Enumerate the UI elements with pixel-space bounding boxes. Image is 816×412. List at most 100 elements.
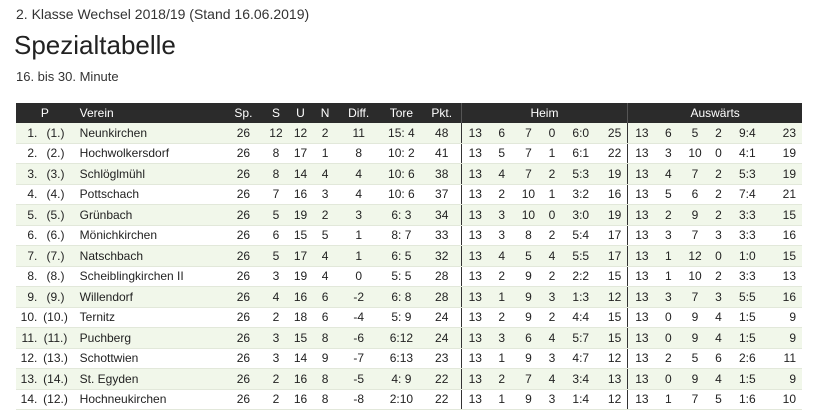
- cell-away-wins: 0: [655, 368, 682, 390]
- cell-losses: 9: [312, 348, 338, 369]
- table-row: 7. (7.) Natschbach 26 5 17 4 1 6: 5 32 13 4 5 4 5:5 17 1…: [16, 245, 802, 267]
- cell-draws: 17: [288, 143, 313, 164]
- cell-diff: 4: [337, 184, 381, 205]
- cell-goals: 6: 5: [380, 245, 423, 267]
- cell-away-goals: 1:5: [728, 368, 767, 390]
- cell-home-losses: 1: [542, 184, 562, 205]
- cell-position: 4.: [16, 184, 38, 205]
- cell-home-played: 13: [460, 143, 489, 164]
- cell-away-wins: 6: [655, 123, 682, 144]
- cell-wins: 12: [263, 123, 289, 144]
- cell-team: Pottschach: [73, 184, 224, 205]
- cell-previous-position: (2.): [37, 143, 74, 164]
- cell-goals: 2:10: [380, 389, 423, 410]
- cell-wins: 5: [263, 245, 289, 267]
- cell-previous-position: (7.): [37, 245, 74, 267]
- cell-home-draws: 9: [514, 348, 543, 369]
- cell-points: 22: [422, 368, 462, 390]
- cell-losses: 8: [312, 389, 338, 410]
- cell-away-draws: 5: [681, 348, 709, 369]
- cell-away-points: 13: [766, 266, 802, 287]
- cell-wins: 7: [263, 184, 289, 205]
- cell-home-draws: 10: [514, 184, 543, 205]
- cell-home-losses: 2: [542, 163, 562, 185]
- cell-team: Grünbach: [73, 204, 224, 226]
- cell-diff: 1: [337, 225, 381, 246]
- table-row: 9. (9.) Willendorf 26 4 16 6 -2 6: 8 28 13 1 9 3 1:3 12…: [16, 286, 802, 308]
- cell-goals: 6: 8: [380, 286, 423, 308]
- cell-team: St. Egyden: [73, 368, 224, 390]
- cell-diff: -4: [337, 307, 381, 328]
- cell-goals: 4: 9: [380, 368, 423, 390]
- cell-home-points: 12: [599, 348, 628, 369]
- cell-previous-position: (10.): [37, 307, 74, 328]
- cell-draws: 16: [288, 286, 313, 308]
- cell-losses: 2: [312, 123, 338, 144]
- cell-away-points: 16: [766, 225, 802, 246]
- cell-away-played: 13: [627, 184, 656, 205]
- table-row: 13. (14.) St. Egyden 26 2 16 8 -5 4: 9 22 13 2 7 4 3:4…: [16, 368, 802, 390]
- standings-table: P Verein Sp. S U N Diff. Tore Pkt. Heim …: [16, 103, 802, 410]
- cell-wins: 4: [263, 286, 289, 308]
- cell-goals: 8: 7: [380, 225, 423, 246]
- cell-away-wins: 3: [655, 225, 682, 246]
- cell-away-goals: 1:5: [728, 327, 767, 349]
- cell-points: 32: [422, 245, 462, 267]
- cell-wins: 3: [263, 348, 289, 369]
- cell-position: 12.: [16, 348, 38, 369]
- cell-points: 22: [422, 389, 462, 410]
- cell-diff: 4: [337, 163, 381, 185]
- cell-previous-position: (12.): [37, 389, 74, 410]
- cell-draws: 15: [288, 327, 313, 349]
- cell-away-losses: 3: [708, 225, 729, 246]
- cell-points: 37: [422, 184, 462, 205]
- cell-home-points: 17: [599, 225, 628, 246]
- cell-home-losses: 2: [542, 307, 562, 328]
- cell-away-played: 13: [627, 327, 656, 349]
- cell-away-draws: 9: [681, 307, 709, 328]
- cell-away-points: 19: [766, 163, 802, 185]
- cell-home-points: 16: [599, 184, 628, 205]
- cell-away-losses: 5: [708, 389, 729, 410]
- col-header-played: Sp.: [223, 103, 264, 123]
- cell-played: 26: [223, 204, 264, 226]
- cell-home-losses: 2: [542, 266, 562, 287]
- cell-diff: 8: [337, 143, 381, 164]
- cell-home-played: 13: [460, 307, 489, 328]
- cell-away-wins: 2: [655, 204, 682, 226]
- cell-points: 34: [422, 204, 462, 226]
- cell-draws: 14: [288, 348, 313, 369]
- cell-away-draws: 7: [681, 163, 709, 185]
- cell-home-wins: 4: [488, 163, 515, 185]
- cell-away-losses: 0: [708, 143, 729, 164]
- cell-home-goals: 3:0: [561, 204, 600, 226]
- cell-home-draws: 7: [514, 163, 543, 185]
- table-row: 3. (3.) Schlöglmühl 26 8 14 4 4 10: 6 38 13 4 7 2 5:3 1…: [16, 163, 802, 185]
- cell-home-draws: 9: [514, 389, 543, 410]
- col-header-home: Heim: [460, 103, 628, 123]
- cell-home-wins: 2: [488, 266, 515, 287]
- cell-away-points: 15: [766, 245, 802, 267]
- col-header-position: P: [16, 103, 74, 123]
- cell-team: Hochwolkersdorf: [73, 143, 224, 164]
- cell-away-goals: 3:3: [728, 266, 767, 287]
- cell-home-wins: 3: [488, 225, 515, 246]
- cell-position: 3.: [16, 163, 38, 185]
- col-header-draws: U: [288, 103, 313, 123]
- cell-away-played: 13: [627, 143, 656, 164]
- cell-home-goals: 5:7: [561, 327, 600, 349]
- cell-losses: 3: [312, 184, 338, 205]
- cell-position: 8.: [16, 266, 38, 287]
- cell-away-played: 13: [627, 348, 656, 369]
- cell-goals: 5: 5: [380, 266, 423, 287]
- cell-away-played: 13: [627, 123, 656, 144]
- cell-losses: 6: [312, 286, 338, 308]
- cell-home-losses: 3: [542, 348, 562, 369]
- cell-team: Schlöglmühl: [73, 163, 224, 185]
- cell-home-points: 22: [599, 143, 628, 164]
- cell-losses: 6: [312, 307, 338, 328]
- cell-home-losses: 4: [542, 327, 562, 349]
- col-header-wins: S: [263, 103, 289, 123]
- cell-points: 28: [422, 286, 462, 308]
- cell-away-losses: 4: [708, 368, 729, 390]
